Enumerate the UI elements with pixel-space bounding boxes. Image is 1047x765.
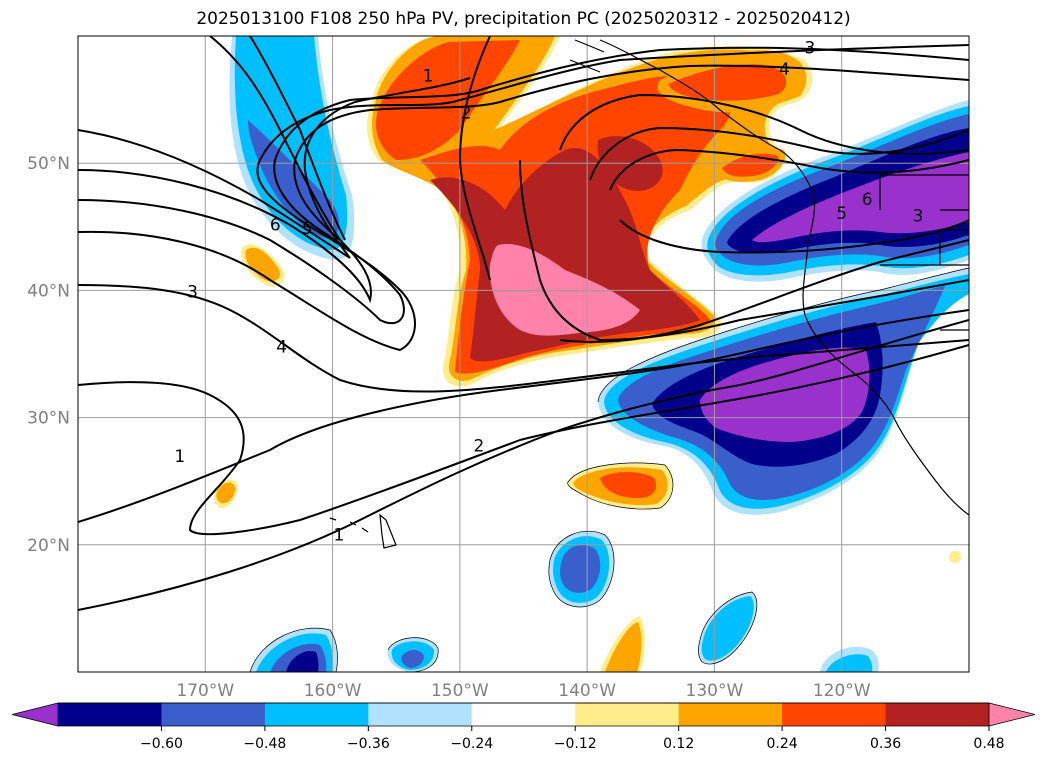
lon-tick-label: 160°W	[304, 681, 362, 701]
pv-contour-label: 5	[836, 204, 847, 224]
pv-contour-label: 4	[779, 60, 790, 80]
colorbar-tick-label: 0.12	[663, 736, 694, 752]
colorbar-bin	[575, 703, 680, 726]
lon-tick-label: 140°W	[558, 681, 616, 701]
colorbar-tick-label: 0.36	[870, 736, 901, 752]
colorbar-tick-label: −0.12	[554, 736, 597, 752]
colorbar-bin	[678, 703, 783, 726]
colorbar-tick-label: −0.24	[450, 736, 493, 752]
pv-contours	[78, 36, 969, 611]
lon-tick-label: 130°W	[686, 681, 744, 701]
lon-tick-label: 150°W	[431, 681, 489, 701]
pv-contour-label: 5	[302, 219, 313, 239]
colorbar-bin	[264, 703, 369, 726]
lat-tick-label: 40°N	[27, 281, 70, 301]
pv-contour-label: 3	[804, 38, 815, 58]
lat-tick-label: 30°N	[27, 409, 70, 429]
lat-tick-label: 50°N	[27, 154, 70, 174]
lat-tick-label: 20°N	[27, 536, 70, 556]
colorbar-bin	[782, 703, 887, 726]
colorbar-bin	[58, 703, 162, 726]
colorbar-extend-low	[11, 702, 59, 727]
pv-contour-label: 4	[276, 337, 287, 357]
colorbar-bin	[471, 703, 576, 726]
map-frame	[77, 35, 970, 673]
pv-contour-label: 2	[474, 437, 485, 457]
latitude-tick-labels: 50°N 40°N 30°N 20°N	[27, 154, 70, 556]
pv-contour-label: 1	[334, 526, 345, 546]
pv-contour-label: 1	[174, 447, 185, 467]
colorbar-tick-label: −0.60	[140, 736, 183, 752]
colorbar-tick-label: 0.24	[767, 736, 798, 752]
colorbar-extend-high	[988, 702, 1036, 727]
pv-contour-label: 2	[461, 103, 472, 123]
colorbar-bin	[885, 703, 990, 726]
lon-tick-label: 170°W	[176, 681, 234, 701]
lon-tick-label: 120°W	[813, 681, 871, 701]
pv-contour-label: 6	[270, 215, 281, 235]
pv-contour-label: 6	[862, 190, 873, 210]
pv-contour-label: 3	[187, 283, 198, 303]
colorbar-bin	[368, 703, 473, 726]
precip-outlines	[249, 267, 969, 672]
colorbar	[11, 702, 1036, 727]
longitude-tick-labels: 170°W 160°W 150°W 140°W 130°W 120°W	[176, 681, 870, 701]
colorbar-tick-label: −0.36	[347, 736, 390, 752]
pv-contour-label: 1	[423, 66, 434, 86]
pv-contour-label: 3	[913, 206, 924, 226]
colorbar-bin	[161, 703, 266, 726]
map-title: 2025013100 F108 250 hPa PV, precipitatio…	[196, 9, 851, 29]
precip-shading	[213, 36, 969, 672]
colorbar-tick-label: 0.48	[973, 736, 1004, 752]
colorbar-tick-labels: −0.60 −0.48 −0.36 −0.24 −0.12 0.12 0.24 0.36 0.4…	[140, 726, 1005, 752]
colorbar-tick-label: −0.48	[243, 736, 286, 752]
